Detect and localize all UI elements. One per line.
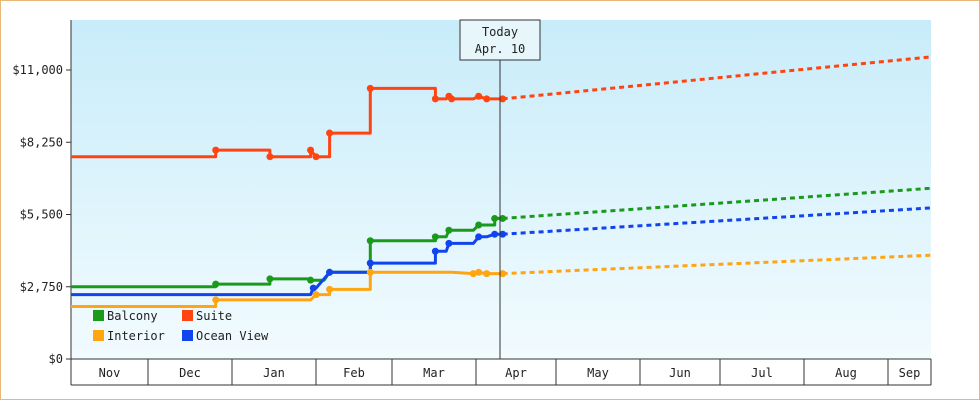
x-tick-label: Mar — [423, 366, 445, 380]
data-point[interactable] — [483, 270, 491, 278]
data-point[interactable] — [266, 275, 274, 283]
y-tick-label: $5,500 — [20, 208, 63, 222]
data-point[interactable] — [366, 268, 374, 276]
data-point[interactable] — [469, 270, 477, 278]
data-point[interactable] — [475, 221, 483, 229]
data-point[interactable] — [307, 276, 315, 284]
legend-label: Interior — [107, 329, 165, 343]
x-tick-label: Jul — [751, 366, 773, 380]
data-point[interactable] — [366, 237, 374, 245]
today-date: Apr. 10 — [475, 42, 526, 56]
x-tick-label: Aug — [835, 366, 857, 380]
data-point[interactable] — [431, 247, 439, 255]
x-tick-label: Dec — [179, 366, 201, 380]
data-point[interactable] — [366, 259, 374, 267]
series-ocean-view — [71, 206, 932, 297]
data-point[interactable] — [212, 280, 220, 288]
data-point[interactable] — [326, 129, 334, 137]
series-suite — [71, 55, 932, 161]
data-point[interactable] — [491, 214, 499, 222]
x-axis: Nov Dec Jan Feb Mar Apr May Jun Jul Aug Sep — [71, 358, 932, 386]
data-point[interactable] — [312, 153, 320, 161]
data-point[interactable] — [483, 95, 491, 103]
data-point[interactable] — [366, 84, 374, 92]
data-point[interactable] — [445, 226, 453, 234]
data-point[interactable] — [266, 153, 274, 161]
series-balcony — [71, 186, 932, 289]
data-point[interactable] — [212, 296, 220, 304]
series-interior — [71, 253, 932, 308]
today-label: Today — [482, 25, 518, 39]
data-point[interactable] — [475, 233, 483, 241]
x-tick-label: Apr — [505, 366, 527, 380]
x-tick-label: Nov — [99, 366, 121, 380]
y-tick-label: $2,750 — [20, 280, 63, 294]
y-tick-label: $11,000 — [12, 63, 63, 77]
data-point[interactable] — [491, 230, 499, 238]
series-layer — [71, 55, 932, 308]
x-tick-label: Jun — [669, 366, 691, 380]
x-tick-label: Jan — [263, 366, 285, 380]
data-point[interactable] — [431, 95, 439, 103]
today-marker: Today Apr. 10 — [459, 19, 541, 359]
legend-swatch — [182, 330, 193, 341]
data-point[interactable] — [448, 95, 456, 103]
data-point[interactable] — [475, 268, 483, 276]
legend-swatch — [93, 330, 104, 341]
x-tick-label: May — [587, 366, 609, 380]
legend-item-ocean-view[interactable]: Ocean View — [182, 329, 269, 343]
data-point[interactable] — [445, 239, 453, 247]
data-point[interactable] — [326, 268, 334, 276]
legend-label: Ocean View — [196, 329, 269, 343]
legend: Balcony Suite Interior Ocean View — [93, 309, 269, 343]
legend-item-suite[interactable]: Suite — [182, 309, 232, 323]
y-axis: $0 $2,750 $5,500 $8,250 $11,000 — [12, 20, 72, 385]
data-point[interactable] — [307, 146, 315, 154]
data-point[interactable] — [212, 146, 220, 154]
data-point[interactable] — [312, 291, 320, 299]
legend-item-interior[interactable]: Interior — [93, 329, 165, 343]
legend-swatch — [93, 310, 104, 321]
data-point[interactable] — [475, 92, 483, 100]
data-point[interactable] — [326, 285, 334, 293]
legend-swatch — [182, 310, 193, 321]
x-tick-label: Feb — [343, 366, 365, 380]
legend-label: Balcony — [107, 309, 158, 323]
data-point[interactable] — [309, 284, 317, 292]
legend-item-balcony[interactable]: Balcony — [93, 309, 158, 323]
legend-label: Suite — [196, 309, 232, 323]
y-tick-label: $8,250 — [20, 135, 63, 149]
today-box — [459, 19, 541, 61]
y-tick-label: $0 — [49, 352, 63, 366]
data-point[interactable] — [431, 233, 439, 241]
x-tick-label: Sep — [899, 366, 921, 380]
